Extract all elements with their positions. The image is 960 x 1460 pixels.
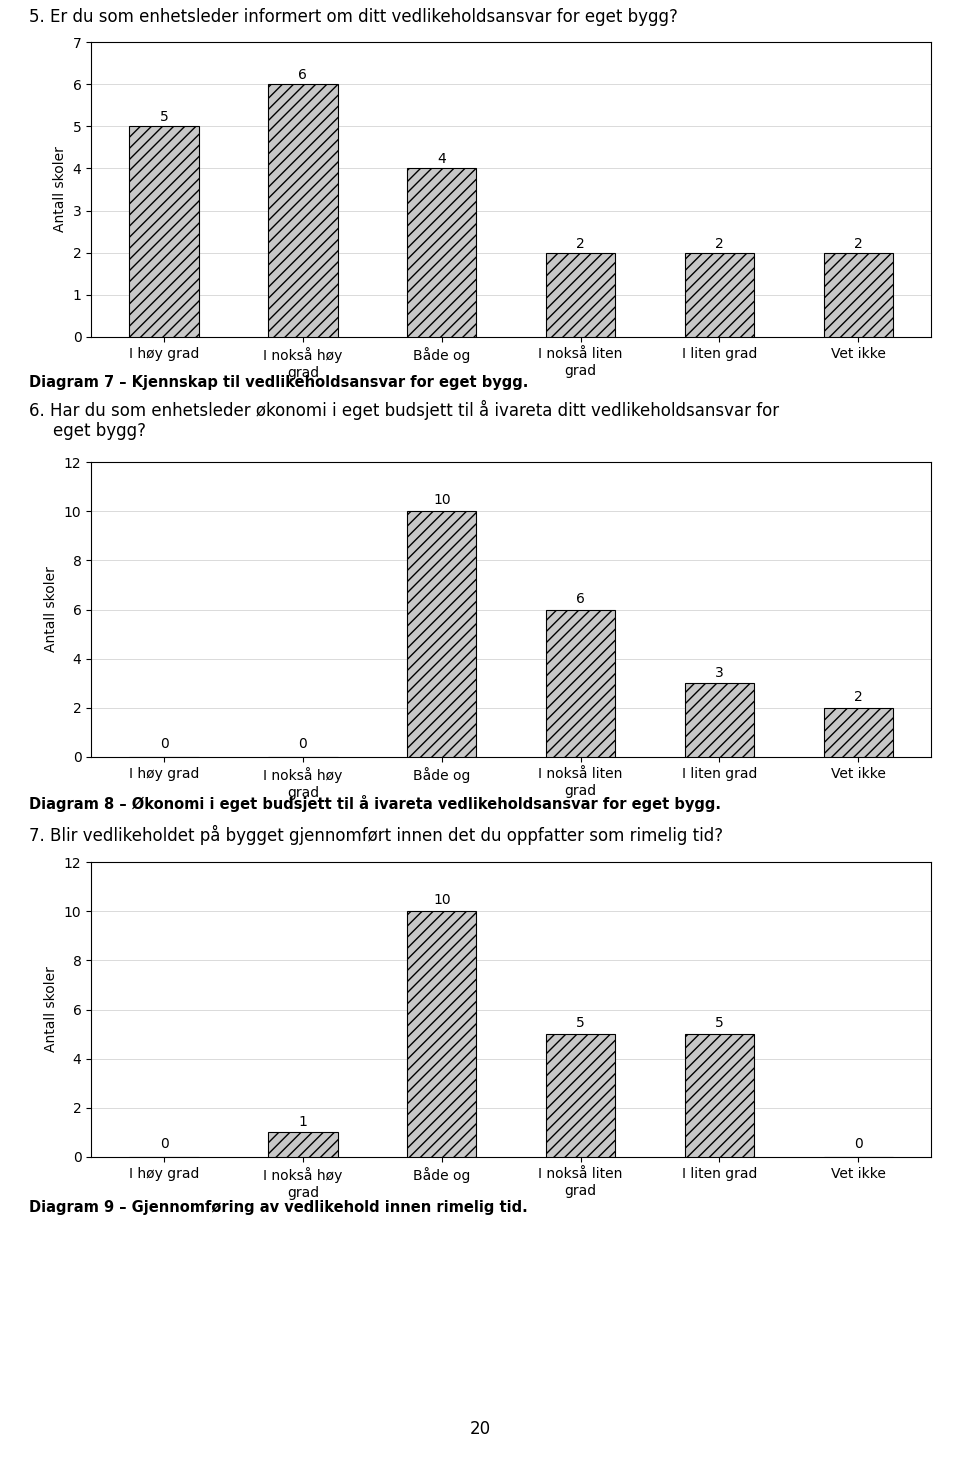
Bar — [684, 683, 755, 756]
Text: 0: 0 — [159, 737, 168, 750]
Bar — [824, 708, 893, 756]
Text: 5: 5 — [715, 1016, 724, 1031]
Text: 6. Har du som enhetsleder økonomi i eget budsjett til å ivareta ditt vedlikehold: 6. Har du som enhetsleder økonomi i eget… — [29, 400, 779, 420]
Text: 7. Blir vedlikeholdet på bygget gjennomført innen det du oppfatter som rimelig t: 7. Blir vedlikeholdet på bygget gjennomf… — [29, 825, 723, 845]
Text: 0: 0 — [854, 1137, 863, 1150]
Text: Diagram 9 – Gjennomføring av vedlikehold innen rimelig tid.: Diagram 9 – Gjennomføring av vedlikehold… — [29, 1200, 528, 1215]
Bar — [407, 511, 476, 756]
Bar — [824, 253, 893, 337]
Text: 5: 5 — [159, 110, 168, 124]
Text: 6: 6 — [299, 69, 307, 82]
Bar — [546, 1034, 615, 1156]
Text: 2: 2 — [715, 237, 724, 251]
Text: 2: 2 — [854, 691, 863, 704]
Bar — [407, 168, 476, 337]
Text: 2: 2 — [854, 237, 863, 251]
Text: Diagram 8 – Økonomi i eget budsjett til å ivareta vedlikeholdsansvar for eget by: Diagram 8 – Økonomi i eget budsjett til … — [29, 796, 721, 812]
Bar — [407, 911, 476, 1156]
Y-axis label: Antall skoler: Antall skoler — [44, 566, 59, 653]
Text: 5. Er du som enhetsleder informert om ditt vedlikeholdsansvar for eget bygg?: 5. Er du som enhetsleder informert om di… — [29, 7, 678, 26]
Bar — [268, 85, 338, 337]
Text: 0: 0 — [159, 1137, 168, 1150]
Text: 2: 2 — [576, 237, 585, 251]
Text: 1: 1 — [299, 1115, 307, 1129]
Bar — [684, 1034, 755, 1156]
Bar — [546, 609, 615, 756]
Y-axis label: Antall skoler: Antall skoler — [53, 146, 67, 232]
Text: 3: 3 — [715, 666, 724, 679]
Bar — [130, 126, 199, 337]
Text: 4: 4 — [438, 152, 446, 166]
Bar — [268, 1133, 338, 1156]
Bar — [546, 253, 615, 337]
Text: 20: 20 — [469, 1421, 491, 1438]
Bar — [684, 253, 755, 337]
Text: eget bygg?: eget bygg? — [53, 422, 146, 439]
Text: 10: 10 — [433, 493, 450, 508]
Text: 6: 6 — [576, 591, 585, 606]
Text: 0: 0 — [299, 737, 307, 750]
Text: 5: 5 — [576, 1016, 585, 1031]
Text: 10: 10 — [433, 894, 450, 908]
Y-axis label: Antall skoler: Antall skoler — [44, 967, 59, 1053]
Text: Diagram 7 – Kjennskap til vedlikeholdsansvar for eget bygg.: Diagram 7 – Kjennskap til vedlikeholdsan… — [29, 375, 528, 390]
